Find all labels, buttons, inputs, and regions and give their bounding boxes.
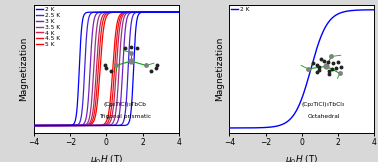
Text: (Cp₂TiCl)₃TbCb: (Cp₂TiCl)₃TbCb (104, 102, 147, 107)
Text: (Cp₂TiCl)₃TbCl₃: (Cp₂TiCl)₃TbCl₃ (302, 102, 345, 107)
X-axis label: $\mu_0H$ (T): $\mu_0H$ (T) (285, 153, 319, 162)
Legend: 2 K, 2.5 K, 3 K, 3.5 K, 4 K, 4.5 K, 5 K: 2 K, 2.5 K, 3 K, 3.5 K, 4 K, 4.5 K, 5 K (36, 7, 60, 47)
Y-axis label: Magnetization: Magnetization (215, 37, 224, 101)
Text: Trigonal prismatic: Trigonal prismatic (99, 114, 151, 119)
Y-axis label: Magnetization: Magnetization (19, 37, 28, 101)
X-axis label: $\mu_0H$ (T): $\mu_0H$ (T) (90, 153, 123, 162)
Text: Octahedral: Octahedral (307, 114, 340, 119)
Legend: 2 K: 2 K (231, 7, 249, 12)
